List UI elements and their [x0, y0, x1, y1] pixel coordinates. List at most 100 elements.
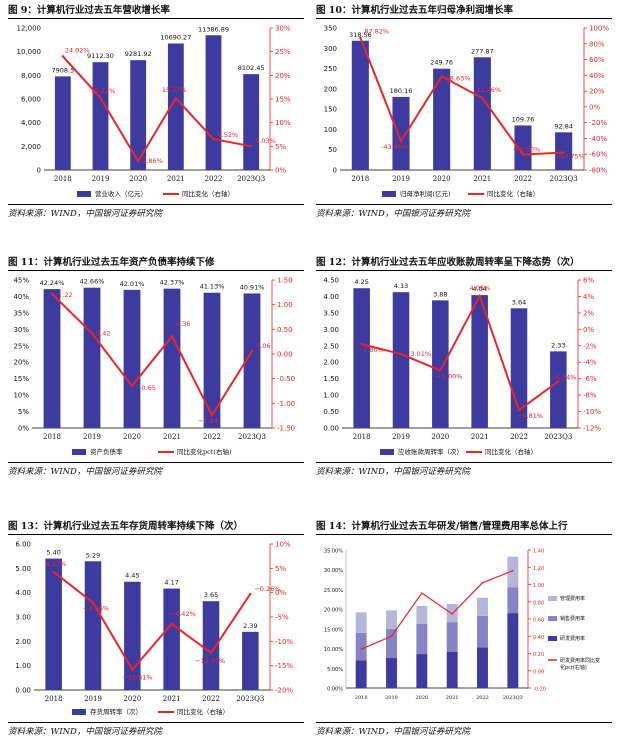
chart-svg: 0 2,000 4,000 6,000 8,000 10,000 12,000 0% 5% 10%… — [17, 25, 291, 199]
line-point — [521, 153, 525, 156]
y-tick-label: 0 — [333, 167, 337, 175]
y-tick-label: 0 — [37, 167, 41, 175]
legend-label: 同比变化pct(右轴) — [177, 447, 232, 456]
y-tick-label: 25.00% — [324, 588, 343, 594]
bar — [123, 289, 141, 428]
line-data-label: −6.42% — [170, 610, 196, 618]
legend-label: 管理费用率 — [560, 595, 585, 602]
bar-data-label: 5.40 — [46, 549, 60, 557]
y-tick-label: 50 — [328, 146, 337, 154]
y2-tick-label: 0% — [589, 103, 600, 111]
bar-data-label: 9112.30 — [87, 52, 114, 60]
bar-2 — [507, 587, 519, 614]
x-tick-label: 2020 — [433, 175, 451, 183]
y2-tick-label: -10% — [275, 638, 293, 646]
x-tick-label: 2023Q3 — [236, 695, 264, 703]
bar — [54, 76, 71, 170]
legend-label: 研发费用率同比变 — [560, 657, 600, 664]
line-point — [249, 144, 253, 148]
y-tick-label: 6,000 — [21, 96, 41, 104]
source-rule — [8, 204, 304, 205]
line-data-label: 87.82% — [364, 28, 389, 36]
bar-3 — [477, 597, 488, 616]
bar-data-label: 109.76 — [512, 115, 535, 123]
line-data-label: 4.27% — [46, 560, 67, 568]
y-tick-label: 4.00 — [15, 589, 31, 597]
source-note: 资料来源：WIND，中国银河证券研究院 — [8, 209, 162, 219]
bar — [392, 292, 410, 428]
line-series — [359, 37, 564, 156]
y-tick-label: 2.50 — [323, 342, 339, 350]
legend-swatch — [72, 449, 86, 455]
y2-tick-label: -15% — [275, 662, 293, 670]
line-point — [390, 635, 393, 638]
chart-svg: 0 50 100 150 200 250 300 350 -80% -60% -40% -20% 0% 2… — [324, 25, 610, 199]
y-tick-label: 200 — [324, 85, 337, 93]
line-point — [360, 342, 363, 346]
legend-label: 研发费用率 — [560, 635, 585, 642]
legend-label: 同比变化（右轴） — [487, 189, 539, 198]
bar-2 — [477, 615, 488, 648]
line-data-label: −6.34% — [550, 373, 576, 381]
y-tick-label: 100 — [324, 126, 337, 134]
line-data-label: 15.17% — [162, 86, 187, 94]
bar-data-label: 42.01% — [120, 280, 145, 288]
bar — [432, 300, 449, 428]
bar-2 — [416, 623, 428, 655]
y2-tick-label: 0.00 — [533, 669, 544, 675]
y-tick-label: 3.50 — [323, 309, 339, 317]
y-tick-label: 4.00 — [323, 293, 339, 301]
bar — [130, 60, 147, 170]
line-point — [91, 601, 95, 604]
y2-tick-label: -20% — [275, 687, 293, 695]
y-tick-label: 4,000 — [21, 119, 41, 127]
x-tick-label: 2018 — [45, 695, 63, 703]
bar — [163, 288, 181, 428]
source-note: 资料来源：WIND，中国银河证券研究院 — [316, 209, 470, 219]
line-point — [399, 352, 403, 356]
x-tick-label: 2019 — [84, 695, 102, 703]
y-tick-label: 10,000 — [17, 48, 42, 56]
chart-panel-12: 图 12：计算机行业过去五年应收账款周转率呈下降态势（次） 0.00 0.50 1.… — [316, 254, 612, 492]
y-tick-label: 30.00% — [324, 568, 343, 574]
y2-tick-label: -1.00 — [277, 400, 295, 408]
y-tick-label: 1.50 — [323, 375, 339, 383]
line-point — [451, 613, 453, 615]
y-tick-label: 8,000 — [21, 72, 41, 80]
chart-svg: 0.00 1.00 2.00 3.00 4.00 5.00 6.00 -20% -15% -10%… — [15, 541, 293, 717]
bar-1 — [507, 613, 519, 688]
y2-tick-label: 1.50 — [277, 277, 293, 285]
line-data-label: −2.06% — [83, 605, 109, 613]
legend-swatch — [548, 636, 557, 641]
x-tick-label: 2021 — [163, 695, 181, 703]
line-data-label: 6.52% — [218, 131, 239, 139]
y-tick-label: 20.00% — [324, 608, 343, 614]
legend-label: 化pct(右轴) — [560, 664, 587, 671]
x-tick-label: 2019 — [83, 433, 101, 441]
y-tick-label: 5.00% — [327, 667, 343, 673]
bar — [471, 295, 488, 428]
bar-data-label: 40.91% — [240, 283, 265, 291]
line-point — [170, 335, 174, 338]
bar — [202, 601, 220, 690]
bar — [84, 561, 102, 690]
line-data-label: −0.26% — [254, 585, 280, 593]
line-point — [399, 139, 403, 143]
legend-swatch — [382, 191, 396, 197]
bar-data-label: 3.65 — [204, 591, 218, 599]
y-tick-label: 15.00% — [324, 627, 343, 633]
y2-tick-label: 20% — [589, 88, 605, 96]
y2-tick-label: -0.50 — [277, 375, 295, 383]
x-tick-label: 2022 — [476, 695, 489, 701]
y2-tick-label: 0% — [275, 167, 286, 175]
y-tick-label: 35% — [13, 309, 29, 317]
y2-tick-label: 1.40 — [533, 549, 544, 555]
y-tick-label: 0.00% — [327, 687, 343, 693]
y2-tick-label: -2% — [583, 342, 597, 350]
bar-data-label: 4.25 — [354, 278, 368, 286]
bar-data-label: 2.33 — [551, 341, 565, 349]
y2-tick-label: -6% — [583, 375, 597, 383]
x-tick-label: 2023Q3 — [238, 433, 266, 441]
chart-panel-13: 图 13：计算机行业过去五年存货周转率持续下降（次） 0.00 1.00 2.00 3… — [8, 518, 304, 756]
bar — [555, 132, 573, 170]
